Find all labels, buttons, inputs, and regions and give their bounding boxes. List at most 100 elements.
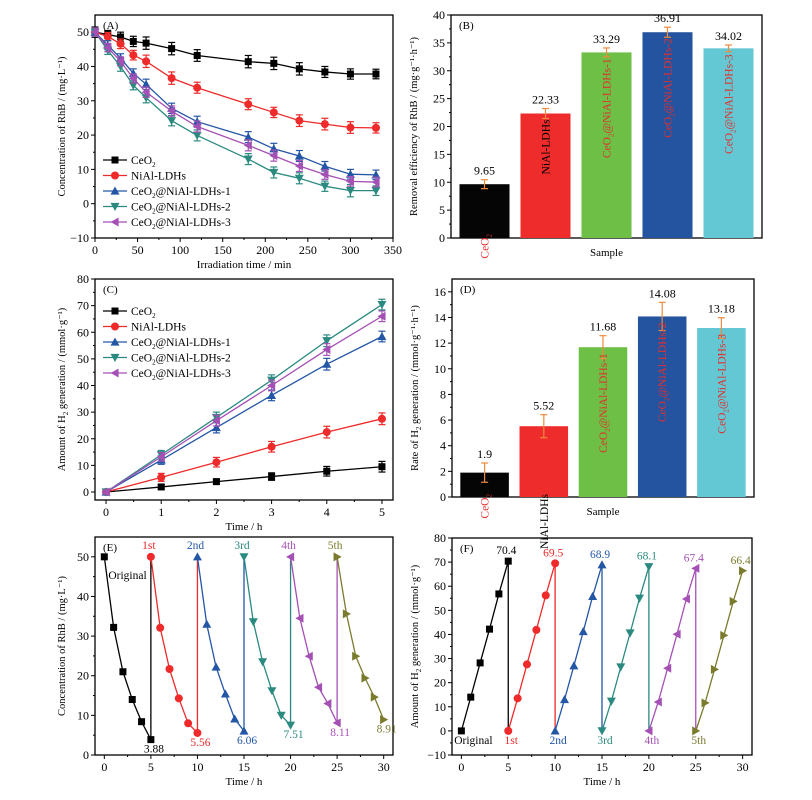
data-point [141,79,151,88]
panel-B: 0 5 10 15 20 25 30 35 40 Sample Removal efficiency… [409,8,763,259]
data-point [495,590,503,598]
cycle-line [103,556,152,740]
data-point [467,693,475,701]
data-point [606,697,616,706]
value-label: 14.08 [649,286,676,300]
cycle-1st: 1st 5.56 [142,540,211,749]
data-point [486,625,493,633]
data-point [532,625,541,634]
end-value-label: 5.56 [190,737,210,749]
data-point [119,668,127,676]
data-point [322,428,331,437]
panel-E: 0 10 20 30 40 50 0 5 10 15 20 25 30 Time / h Concentra… [57,536,397,788]
x-tick-label: 0 [103,505,109,519]
legend-marker [110,186,120,195]
data-point [322,337,332,346]
data-point [346,123,355,132]
cycle-4th: 4th 8.11 [281,540,350,739]
x-axis-label: Time / h [226,521,263,533]
data-point [267,381,276,391]
cycle-line [648,568,697,732]
data-point [345,169,355,178]
y-axis-label: Rate of H2 generation / (mmol·g⁻¹·h⁻¹) [410,305,423,471]
y-tick-label: 12 [434,336,446,350]
data-point [663,663,672,673]
x-tick-label: 20 [643,760,655,774]
y-tick-label: 80 [434,531,446,545]
cycle-5th: 5th 66.4 [691,555,751,747]
cycle-1st: 1st 69.5 [504,547,563,747]
cycle-5th: 5th 8.91 [328,540,397,736]
data-point [138,718,146,726]
y-tick-label: −10 [70,231,89,245]
data-point [588,591,598,600]
y-tick-label: 10 [77,162,89,176]
x-axis-label: Time / h [226,776,263,788]
x-tick-label: 50 [132,243,144,257]
y-tick-label: 40 [77,379,89,393]
data-point [320,120,329,129]
data-point [371,170,381,179]
x-axis-label: Sample [590,247,623,259]
data-point [504,557,512,565]
category-label: CeO2@NiAl-LDHs-2 [663,38,677,138]
y-tick-label: −10 [427,748,446,762]
category-label: CeO2 [480,234,494,259]
data-point [345,176,355,186]
panel-D: 0 2 4 6 8 10 12 14 16 Sample Rate of H2 generation… [410,278,755,549]
y-tick-label: 50 [434,603,446,617]
data-point [269,151,278,161]
legend-marker [110,202,120,211]
y-tick-label: 80 [77,272,89,286]
data-point [157,483,165,491]
data-point [193,51,201,59]
data-point [371,187,381,196]
y-tick-label: 25 [433,92,445,106]
data-point [729,596,738,606]
data-point [314,682,323,692]
legend-marker [110,337,120,346]
legend: CeO2 NiAl-LDHs CeO2@NiAl-LDHs-1 CeO2@NiAl-L… [103,155,231,231]
cycle-line [243,556,292,726]
cycle-line [554,564,603,732]
y-axis-label: Amount of H2 generation / (mmol·g⁻¹) [410,564,423,728]
cycle-label: 4th [281,540,296,552]
data-point [322,359,332,368]
x-tick-label: 350 [384,243,402,257]
bar [642,32,693,239]
data-point [672,629,681,639]
y-tick-label: 60 [77,325,89,339]
bar-NiAl-LDHs: 5.52 NiAl-LDHs [519,399,569,549]
panel-C: 0 10 20 30 40 50 60 70 80 0 1 2 3 4 5 Time / h Amount of… [57,272,394,533]
data-point [371,123,380,132]
cycle-2nd: 2nd 68.9 [550,549,611,747]
series-CeO2@NiAl-LDHs-3 [101,310,386,497]
category-label: CeO2@NiAl-LDHs-3 [724,54,738,154]
data-point [370,692,379,702]
data-point [333,552,342,562]
data-point [294,174,304,183]
y-axis-label: Concentration of RhB / (mg·L⁻¹) [57,56,68,196]
y-tick-label: 20 [434,676,446,690]
data-point [332,718,341,728]
y-tick-label: 50 [77,550,89,564]
series-line [94,31,376,129]
legend-entry: CeO2@NiAl-LDHs-1 [131,186,231,200]
y-tick-label: 0 [83,485,89,499]
data-point [295,116,304,125]
cycle-label: 3rd [597,735,613,747]
x-tick-label: 150 [214,243,232,257]
y-tick-label: 60 [434,579,446,593]
series-line [105,315,383,493]
cycle-label: Original [108,570,146,582]
data-point [286,721,296,730]
cycle-label: 5th [691,735,706,747]
x-tick-label: 10 [549,760,561,774]
data-point [295,613,304,623]
legend: CeO2 NiAl-LDHs CeO2@NiAl-LDHs-1 CeO2@NiAl-L… [103,306,231,382]
x-axis-label: Time / h [584,776,621,788]
y-tick-label: 6 [440,413,446,427]
y-tick-label: 0 [440,490,446,504]
series-line [105,335,383,493]
